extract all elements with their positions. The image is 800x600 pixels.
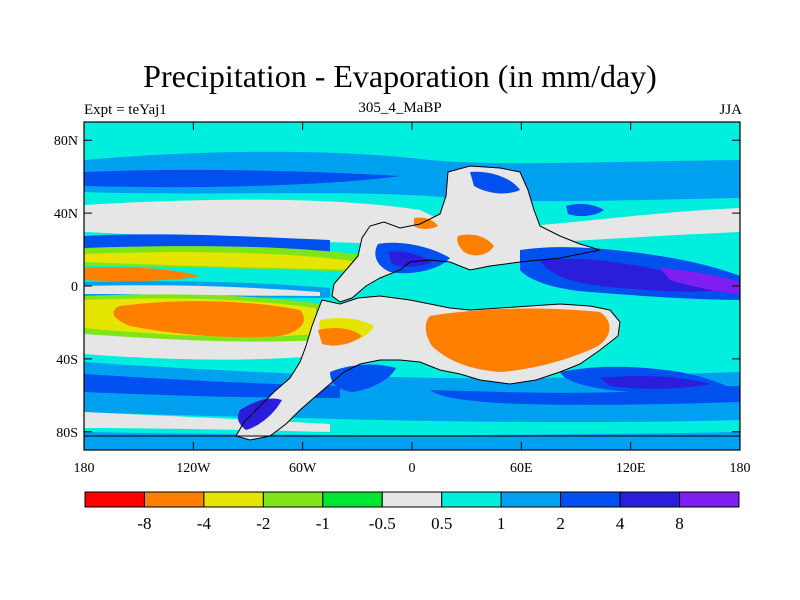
land-arctic-blue	[470, 171, 520, 194]
land-south-blue-interior	[330, 364, 396, 392]
y-tick-label: 40N	[54, 207, 78, 222]
colorbar-label: 4	[616, 514, 625, 533]
band-nh-4mm	[84, 169, 400, 188]
x-tick-label: 180	[730, 461, 751, 476]
y-tick-label: 80S	[56, 426, 78, 441]
band-sh-white	[84, 334, 320, 360]
colorbar-label: -8	[137, 514, 151, 533]
colorbar-label: -0.5	[369, 514, 396, 533]
land-asia-violet	[660, 268, 740, 294]
colorbar-swatch	[84, 491, 145, 508]
band-eq-north-orange	[84, 267, 200, 282]
experiment-label: Expt = teYaj1	[84, 102, 167, 118]
colorbar-swatch	[262, 491, 324, 508]
y-tick-label: 80N	[54, 134, 78, 149]
colorbar-swatch	[619, 491, 681, 508]
land-asia-darkblue	[540, 258, 720, 292]
period-label: 305_4_MaBP	[358, 100, 442, 116]
land-south-darkblue	[238, 398, 282, 430]
colorbar-swatch	[322, 491, 383, 508]
colorbar-label: 8	[675, 514, 684, 533]
x-tick-label: 60W	[289, 461, 317, 476]
plot-title: Precipitation - Evaporation (in mm/day)	[143, 58, 657, 94]
x-tick-label: 60E	[510, 461, 533, 476]
band-nh-subtropic-yellow	[84, 252, 360, 270]
x-tick-label: 0	[409, 461, 416, 476]
colorbar-label: -4	[197, 514, 212, 533]
land-south-orange-west	[318, 328, 362, 346]
land-tethys-orange	[414, 217, 438, 229]
colorbar-swatch	[500, 491, 562, 508]
coastline-north	[331, 165, 601, 303]
band-sh-pacific-orange	[113, 301, 304, 338]
y-tick-label: 0	[71, 280, 78, 295]
land-south-orange	[425, 308, 610, 372]
band-nh-dry-white	[84, 199, 740, 246]
colorbar-label: 1	[497, 514, 506, 533]
land-east-blue	[566, 203, 604, 217]
colorbar-swatch	[203, 491, 264, 508]
x-tick-label: 120W	[176, 461, 211, 476]
colorbar-swatch	[441, 491, 502, 508]
colorbar: -8 -4 -2 -1 -0.5 0.5 1 2 4 8	[84, 491, 740, 533]
colorbar-swatch	[679, 491, 740, 508]
band-nh-2mm	[84, 151, 740, 202]
colorbar-swatch	[381, 491, 443, 508]
x-tick-label: 180	[74, 461, 95, 476]
contour-field	[84, 122, 740, 450]
colorbar-label: -2	[256, 514, 270, 533]
colorbar-label: -1	[316, 514, 330, 533]
colorbar-label: 0.5	[431, 514, 452, 533]
colorbar-swatch	[143, 491, 205, 508]
x-tick-label: 120E	[616, 461, 646, 476]
colorbar-label: 2	[556, 514, 565, 533]
season-label: JJA	[719, 102, 742, 118]
y-tick-label: 40S	[56, 353, 78, 368]
coastlines	[84, 165, 740, 441]
band-eq-pacific-white	[84, 285, 320, 296]
y-axis: 80N 40N 0 40S 80S	[54, 134, 740, 441]
land-north-darkblue	[388, 251, 432, 267]
land-north-orange	[457, 234, 494, 256]
coastline-south	[235, 295, 621, 441]
x-axis: 180 120W 60W 0 60E 120E 180	[74, 122, 751, 476]
land-south-darkblue-edge	[600, 376, 710, 389]
colorbar-swatch	[560, 491, 621, 508]
